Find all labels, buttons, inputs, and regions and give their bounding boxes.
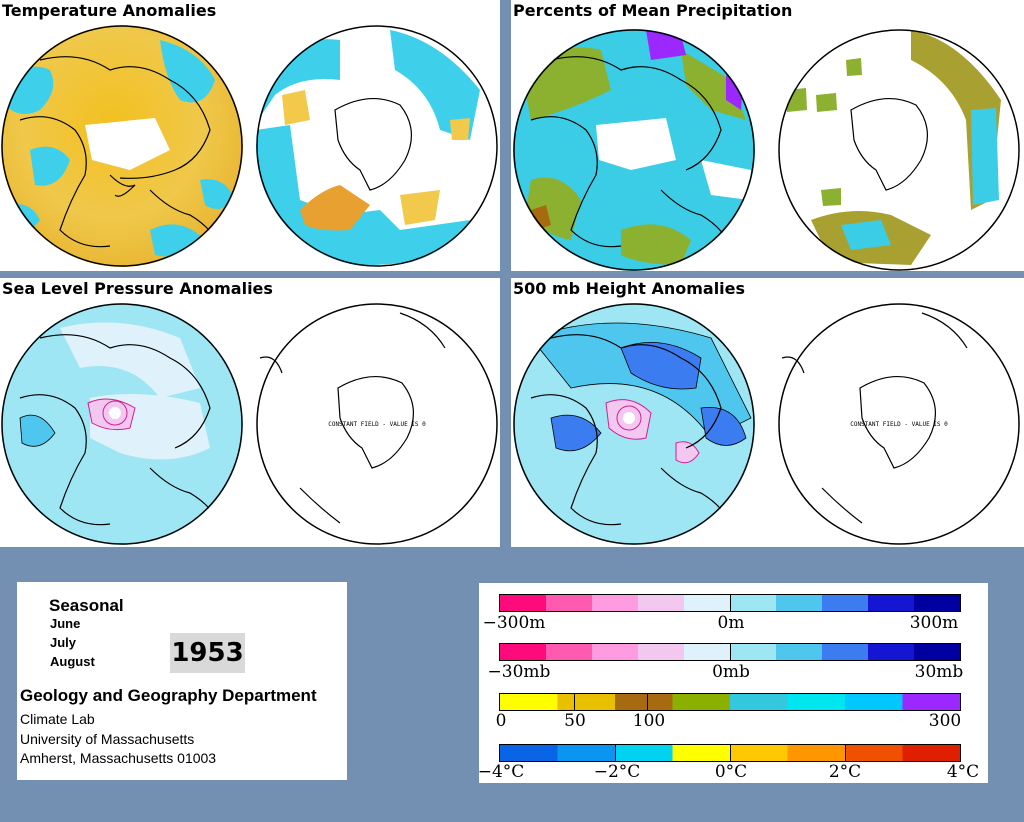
height-zero-label: 0m [717, 613, 745, 633]
legend-tick [845, 745, 846, 761]
address-line: University of Massachusetts [20, 731, 195, 747]
temperature-color-bar [499, 744, 961, 762]
month-label: August [50, 654, 95, 669]
year-label: 1953 [170, 633, 245, 673]
legend-tick [615, 745, 616, 761]
precip-label-50: 50 [564, 711, 586, 731]
slp-min-label: −30mb [487, 662, 551, 682]
height-max-label: 300m [909, 613, 959, 633]
height-min-label: −300m [482, 613, 546, 633]
month-label: July [50, 635, 77, 650]
precip-label-300: 300 [928, 711, 962, 731]
temp-label-2: 2°C [828, 762, 862, 782]
temperature-maps [1, 25, 498, 267]
slp-max-label: 30mb [914, 662, 964, 682]
panel-title: Sea Level Pressure Anomalies [0, 278, 276, 300]
month-label: June [50, 616, 81, 631]
constant-field-note: CONSTANT FIELD - VALUE IS 0 [850, 421, 948, 428]
precip-label-0: 0 [495, 711, 507, 731]
temperature-panel: Temperature Anomalies [0, 0, 500, 271]
northern-hemisphere-map [1, 25, 243, 267]
department-name: Geology and Geography Department [20, 686, 317, 705]
northern-hemisphere-map [1, 303, 243, 545]
address-line: Amherst, Massachusetts 01003 [20, 750, 217, 766]
southern-hemisphere-map [778, 29, 1020, 271]
precipitation-panel: Percents of Mean Precipitation [511, 0, 1024, 271]
height-color-bar [499, 594, 961, 612]
constant-field-note: CONSTANT FIELD - VALUE IS 0 [328, 421, 426, 428]
southern-hemisphere-map: CONSTANT FIELD - VALUE IS 0 [778, 303, 1020, 545]
legend-box: −300m 0m 300m −30mb 0mb 30mb 0 50 100 30… [477, 583, 988, 783]
legend-tick [730, 644, 731, 660]
northern-hemisphere-map [513, 303, 755, 545]
precip-color-bar [499, 693, 961, 711]
legend-tick [573, 694, 575, 710]
southern-hemisphere-map [256, 25, 498, 267]
legend-tick [730, 745, 731, 761]
legend-tick [730, 595, 731, 611]
info-box: Seasonal June July August 1953 Geology a… [17, 582, 347, 780]
slp-zero-label: 0mb [712, 662, 750, 682]
panel-title: 500 mb Height Anomalies [511, 278, 749, 300]
500mb-height-panel: 500 mb Height Anomalies [511, 278, 1024, 547]
500mb-height-maps: CONSTANT FIELD - VALUE IS 0 [513, 303, 1020, 545]
precip-label-100: 100 [632, 711, 666, 731]
sea-level-pressure-maps: CONSTANT FIELD - VALUE IS 0 [1, 303, 498, 545]
legend-tick [647, 694, 649, 710]
slp-color-bar [499, 643, 961, 661]
temp-label-minus4: −4°C [477, 762, 525, 782]
southern-hemisphere-map: CONSTANT FIELD - VALUE IS 0 [256, 303, 498, 545]
precipitation-maps [513, 29, 1020, 271]
sea-level-pressure-panel: Sea Level Pressure Anomalies [0, 278, 500, 547]
address-line: Climate Lab [20, 711, 95, 727]
panel-title: Percents of Mean Precipitation [511, 0, 796, 22]
temp-label-minus2: −2°C [593, 762, 641, 782]
temp-label-0: 0°C [714, 762, 748, 782]
season-label: Seasonal [49, 596, 124, 615]
northern-hemisphere-map [513, 29, 755, 271]
temp-label-4: 4°C [946, 762, 980, 782]
panel-title: Temperature Anomalies [0, 0, 220, 22]
